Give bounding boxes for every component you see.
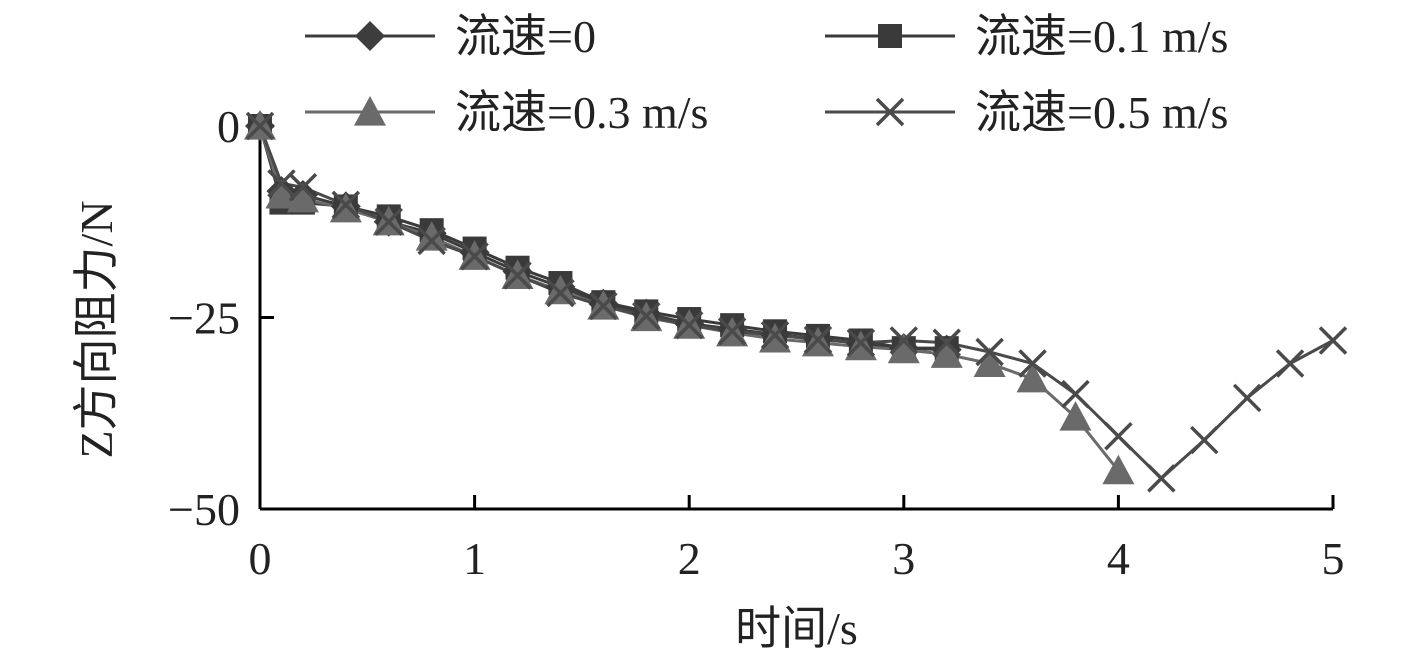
data-point-triangle (415, 221, 448, 251)
data-point-x-stroke (245, 111, 275, 141)
data-point-triangle (265, 178, 298, 209)
x-axis-label: 时间/s (735, 603, 858, 654)
x-tick-label: 4 (1107, 533, 1130, 584)
data-point-x (1318, 326, 1348, 355)
data-point-x-stroke (889, 326, 919, 355)
data-point-x-stroke (503, 261, 532, 290)
data-point-x-stroke (1190, 425, 1219, 455)
data-point-x-stroke (288, 173, 318, 202)
y-tick-label: −25 (168, 293, 240, 344)
data-point-x-stroke (932, 328, 961, 358)
data-point-x (331, 190, 361, 220)
legend-label: 流速=0.3 m/s (455, 87, 708, 138)
data-point-x (546, 278, 575, 308)
data-point-x (460, 241, 489, 271)
data-point-x-stroke (975, 337, 1004, 367)
data-point-x (589, 291, 618, 321)
legend: 流速=0 流速=0.1 m/s 流速=0.3 m/s 流速=0.5 m/s (305, 11, 1228, 138)
data-point-x (760, 320, 790, 350)
ticks: 0 1 2 3 4 5 0 −25 −50 (168, 101, 1344, 584)
data-point-x-stroke (1275, 349, 1305, 378)
data-point-x (1104, 421, 1133, 451)
data-point-x-stroke (803, 325, 833, 354)
data-point-triangle (286, 182, 319, 213)
data-point-x (717, 317, 747, 346)
data-point-x (503, 261, 532, 290)
data-point-x (674, 310, 704, 340)
data-point-x (932, 328, 961, 358)
series-line-3 (258, 125, 1120, 472)
data-point-triangle (544, 274, 577, 305)
data-point-triangle (354, 96, 386, 126)
data-point-x-stroke (1318, 326, 1348, 355)
data-point-x (1275, 349, 1305, 378)
data-point-x-stroke (331, 190, 361, 220)
data-point-x-stroke (374, 207, 403, 236)
legend-label: 流速=0.1 m/s (975, 11, 1228, 62)
data-point-x (875, 97, 905, 127)
data-point-x-stroke (846, 328, 876, 358)
series-markers (244, 110, 1348, 493)
y-tick-label: 0 (217, 101, 240, 152)
x-tick-label: 3 (892, 533, 915, 584)
data-point-x (417, 226, 446, 256)
data-point-x-stroke (875, 97, 905, 127)
data-point-x-stroke (1061, 379, 1090, 409)
data-point-x (1147, 464, 1176, 493)
data-point-x-stroke (632, 301, 661, 331)
x-tick-label: 1 (463, 533, 486, 584)
data-point-x (374, 207, 403, 236)
data-point-triangle (1102, 454, 1135, 485)
data-point-x (889, 326, 919, 355)
data-point-x (803, 325, 833, 354)
data-point-x (975, 337, 1004, 367)
y-axis-label: Z方向阻力/N (71, 200, 122, 458)
data-point-x (288, 173, 318, 202)
data-point-x-stroke (589, 291, 618, 321)
data-point-x (1018, 349, 1047, 378)
data-point-x-stroke (1147, 464, 1176, 493)
x-tick-label: 0 (249, 533, 272, 584)
data-point-x (1061, 379, 1090, 409)
y-tick-label: −50 (168, 484, 240, 535)
legend-item-2: 流速=0.1 m/s (825, 11, 1228, 62)
data-point-x (1232, 383, 1262, 413)
data-point-triangle (1016, 362, 1049, 393)
data-point-x-stroke (1232, 383, 1262, 413)
data-point-x-stroke (460, 241, 489, 271)
data-point-x-stroke (417, 226, 446, 256)
data-point-x (1190, 425, 1219, 455)
data-point-x-stroke (674, 310, 704, 340)
legend-item-4: 流速=0.5 m/s (825, 87, 1228, 138)
data-point-x-stroke (1104, 421, 1133, 451)
data-point-x-stroke (1018, 349, 1047, 378)
data-point-x (632, 301, 661, 331)
data-point-triangle (1059, 401, 1092, 431)
legend-label: 流速=0 (455, 11, 596, 62)
data-point-x-stroke (546, 278, 575, 308)
data-point-x-stroke (760, 320, 790, 350)
x-tick-label: 5 (1322, 533, 1345, 584)
legend-item-3: 流速=0.3 m/s (305, 87, 708, 138)
data-point-triangle (973, 347, 1006, 378)
axes (258, 120, 1333, 511)
data-point-triangle (887, 333, 920, 364)
data-point-x (245, 111, 275, 141)
data-point-square (878, 24, 902, 48)
data-point-x (846, 328, 876, 358)
x-tick-label: 2 (678, 533, 701, 584)
data-point-diamond (355, 21, 385, 51)
series-line-4 (258, 125, 1334, 481)
legend-label: 流速=0.5 m/s (975, 87, 1228, 138)
series-lines (258, 125, 1334, 481)
legend-item-1: 流速=0 (305, 11, 596, 62)
data-point-triangle (930, 338, 963, 368)
data-point-x-stroke (717, 317, 747, 346)
